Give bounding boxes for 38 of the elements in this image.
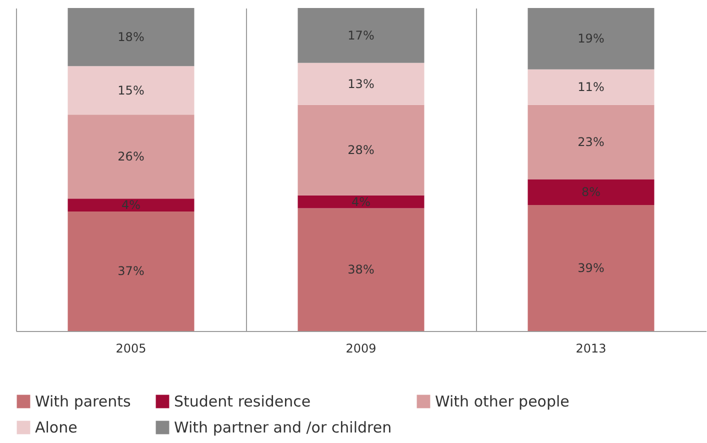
legend-label: With other people [435, 392, 570, 410]
data-label: 26% [118, 150, 144, 164]
legend-label: Student residence [174, 392, 311, 410]
data-label: 4% [351, 194, 371, 209]
data-label: 28% [348, 143, 374, 158]
data-label: 23% [578, 135, 604, 150]
bar [298, 62, 424, 105]
data-label: 38% [348, 262, 374, 277]
bar [528, 8, 654, 70]
x-tick-label: 2009 [346, 342, 376, 356]
data-label: 17% [348, 28, 374, 42]
data-label: 8% [581, 185, 601, 200]
bar [528, 179, 654, 206]
data-label: 18% [118, 30, 144, 44]
bar [528, 205, 654, 331]
bar [298, 195, 424, 208]
bar [298, 104, 424, 196]
data-label: 13% [348, 76, 374, 91]
x-tick-label: 2013 [576, 342, 606, 356]
legend-label: Alone [35, 418, 78, 436]
data-label: 19% [578, 32, 604, 46]
bar [68, 211, 194, 331]
bar [298, 8, 424, 63]
data-label: 15% [118, 83, 144, 98]
bar [528, 104, 654, 180]
data-label: 11% [578, 80, 604, 94]
data-label: 39% [578, 261, 604, 276]
x-tick-label: 2005 [116, 342, 146, 356]
bar [298, 208, 424, 331]
bar [68, 66, 194, 115]
legend-label: With parents [35, 392, 131, 410]
data-label: 4% [121, 198, 141, 212]
legend-label: With partner and /or children [174, 418, 392, 436]
data-label: 37% [118, 264, 144, 278]
bar [68, 198, 194, 212]
bar [68, 114, 194, 199]
bar [528, 69, 654, 105]
bar [68, 8, 194, 66]
